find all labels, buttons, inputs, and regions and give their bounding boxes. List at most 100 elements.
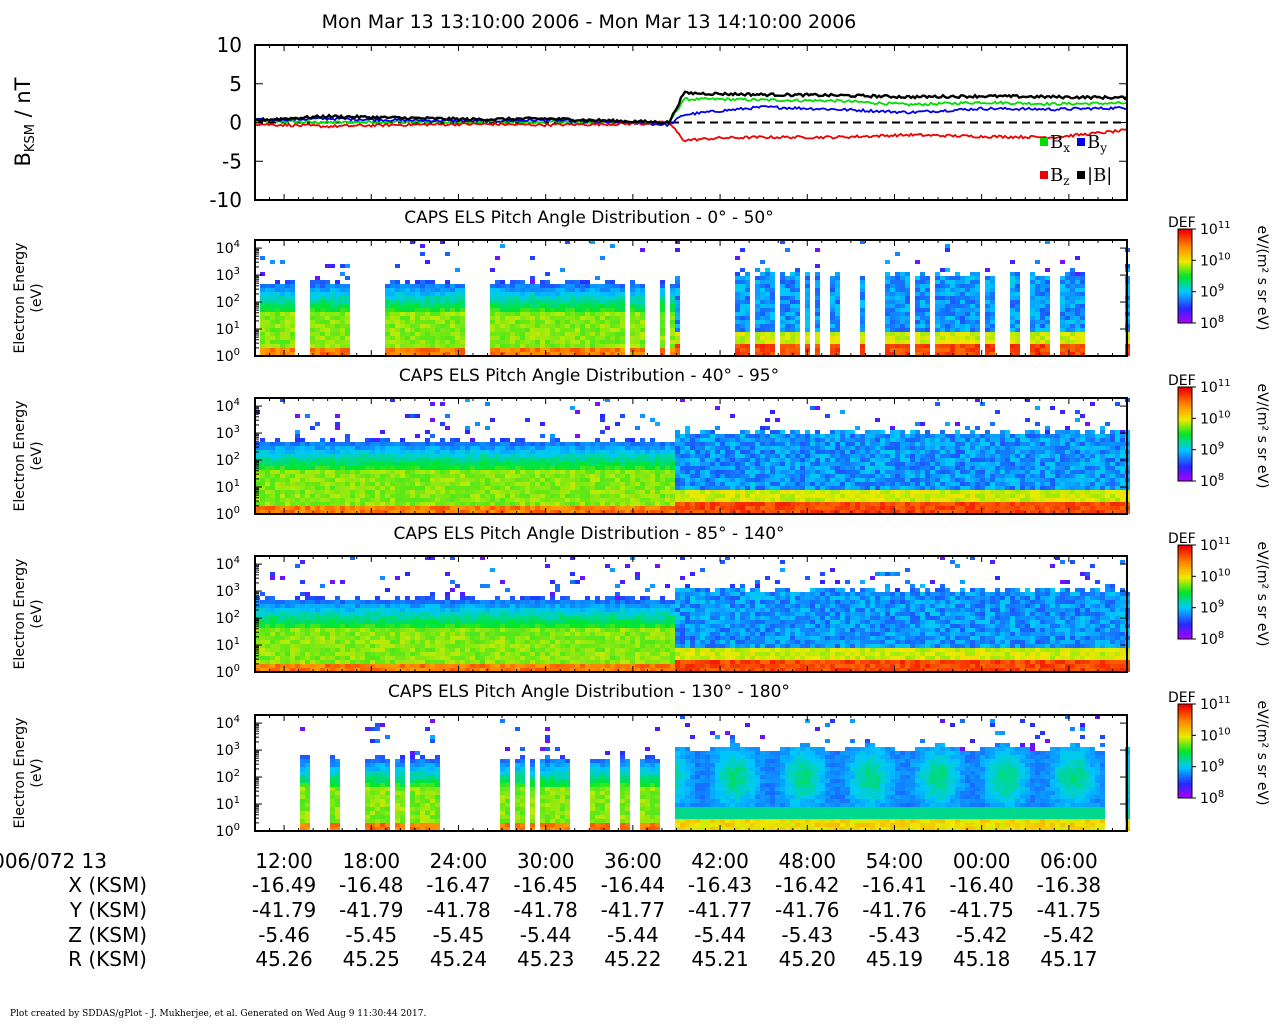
energy-bin — [595, 312, 600, 316]
energy-bin — [900, 352, 905, 356]
energy-bin — [955, 316, 960, 320]
energy-bin — [300, 506, 305, 510]
energy-bin — [570, 340, 575, 344]
energy-bin — [430, 316, 435, 320]
energy-bin — [415, 470, 420, 474]
energy-bin — [605, 458, 610, 462]
energy-bin — [485, 486, 490, 490]
energy-bin — [315, 462, 320, 466]
energy-bin — [360, 478, 365, 482]
energy-bin — [360, 490, 365, 494]
energy-bin — [780, 312, 785, 316]
energy-bin — [840, 454, 845, 458]
energy-bin — [735, 450, 740, 454]
energy-bin — [550, 442, 555, 446]
energy-bin — [825, 454, 830, 458]
energy-bin — [965, 348, 970, 352]
energy-bin — [955, 284, 960, 288]
energy-bin — [330, 506, 335, 510]
energy-bin — [890, 348, 895, 352]
energy-bin — [725, 462, 730, 466]
energy-bin — [1045, 280, 1050, 284]
energy-bin — [830, 280, 835, 284]
energy-bin — [970, 344, 975, 348]
energy-bin — [555, 478, 560, 482]
energy-bin — [495, 332, 500, 336]
energy-bin — [805, 442, 810, 446]
energy-bin — [580, 442, 585, 446]
energy-bin — [770, 288, 775, 292]
energy-bin — [840, 482, 845, 486]
energy-bin — [525, 498, 530, 502]
energy-bin — [425, 430, 430, 434]
energy-bin — [735, 494, 740, 498]
energy-bin — [335, 304, 340, 308]
energy-bin — [285, 506, 290, 510]
energy-bin — [445, 474, 450, 478]
energy-bin — [765, 454, 770, 458]
energy-bin — [765, 272, 770, 276]
energy-bin — [1080, 324, 1085, 328]
energy-bin — [555, 454, 560, 458]
energy-bin — [655, 482, 660, 486]
energy-bin — [285, 446, 290, 450]
energy-bin — [575, 454, 580, 458]
energy-bin — [1065, 352, 1070, 356]
energy-bin — [830, 352, 835, 356]
energy-bin — [500, 312, 505, 316]
energy-bin — [330, 442, 335, 446]
energy-bin — [410, 352, 415, 356]
energy-bin — [275, 332, 280, 336]
energy-bin — [610, 308, 615, 312]
energy-bin — [765, 332, 770, 336]
energy-bin — [270, 498, 275, 502]
energy-bin — [320, 316, 325, 320]
energy-bin — [745, 352, 750, 356]
energy-bin — [440, 462, 445, 466]
energy-bin — [420, 482, 425, 486]
energy-bin — [285, 344, 290, 348]
energy-bin — [445, 414, 450, 418]
energy-bin — [710, 470, 715, 474]
energy-bin — [970, 288, 975, 292]
energy-bin — [515, 482, 520, 486]
energy-bin — [280, 284, 285, 288]
energy-bin — [680, 454, 685, 458]
energy-bin — [925, 280, 930, 284]
energy-bin — [260, 466, 265, 470]
energy-bin — [635, 474, 640, 478]
energy-bin — [290, 320, 295, 324]
energy-bin — [665, 502, 670, 506]
energy-bin — [635, 442, 640, 446]
energy-bin — [580, 316, 585, 320]
energy-bin — [505, 284, 510, 288]
energy-bin — [815, 300, 820, 304]
energy-bin — [370, 506, 375, 510]
energy-bin — [430, 474, 435, 478]
energy-bin — [575, 446, 580, 450]
energy-bin — [425, 502, 430, 506]
energy-bin — [830, 300, 835, 304]
energy-bin — [925, 352, 930, 356]
energy-bin — [750, 478, 755, 482]
energy-bin — [340, 340, 345, 344]
energy-bin — [620, 336, 625, 340]
energy-bin — [760, 502, 765, 506]
energy-bin — [805, 284, 810, 288]
energy-bin — [320, 344, 325, 348]
energy-bin — [735, 288, 740, 292]
energy-bin — [335, 344, 340, 348]
energy-bin — [1045, 296, 1050, 300]
energy-bin — [400, 288, 405, 292]
energy-bin — [385, 470, 390, 474]
energy-bin — [745, 430, 750, 434]
colorbar-step — [1178, 293, 1192, 297]
energy-bin — [585, 494, 590, 498]
energy-bin — [470, 478, 475, 482]
energy-bin — [255, 474, 260, 478]
energy-bin — [645, 470, 650, 474]
energy-bin — [710, 474, 715, 478]
energy-bin — [735, 316, 740, 320]
energy-bin — [715, 442, 720, 446]
energy-bin — [550, 352, 555, 356]
